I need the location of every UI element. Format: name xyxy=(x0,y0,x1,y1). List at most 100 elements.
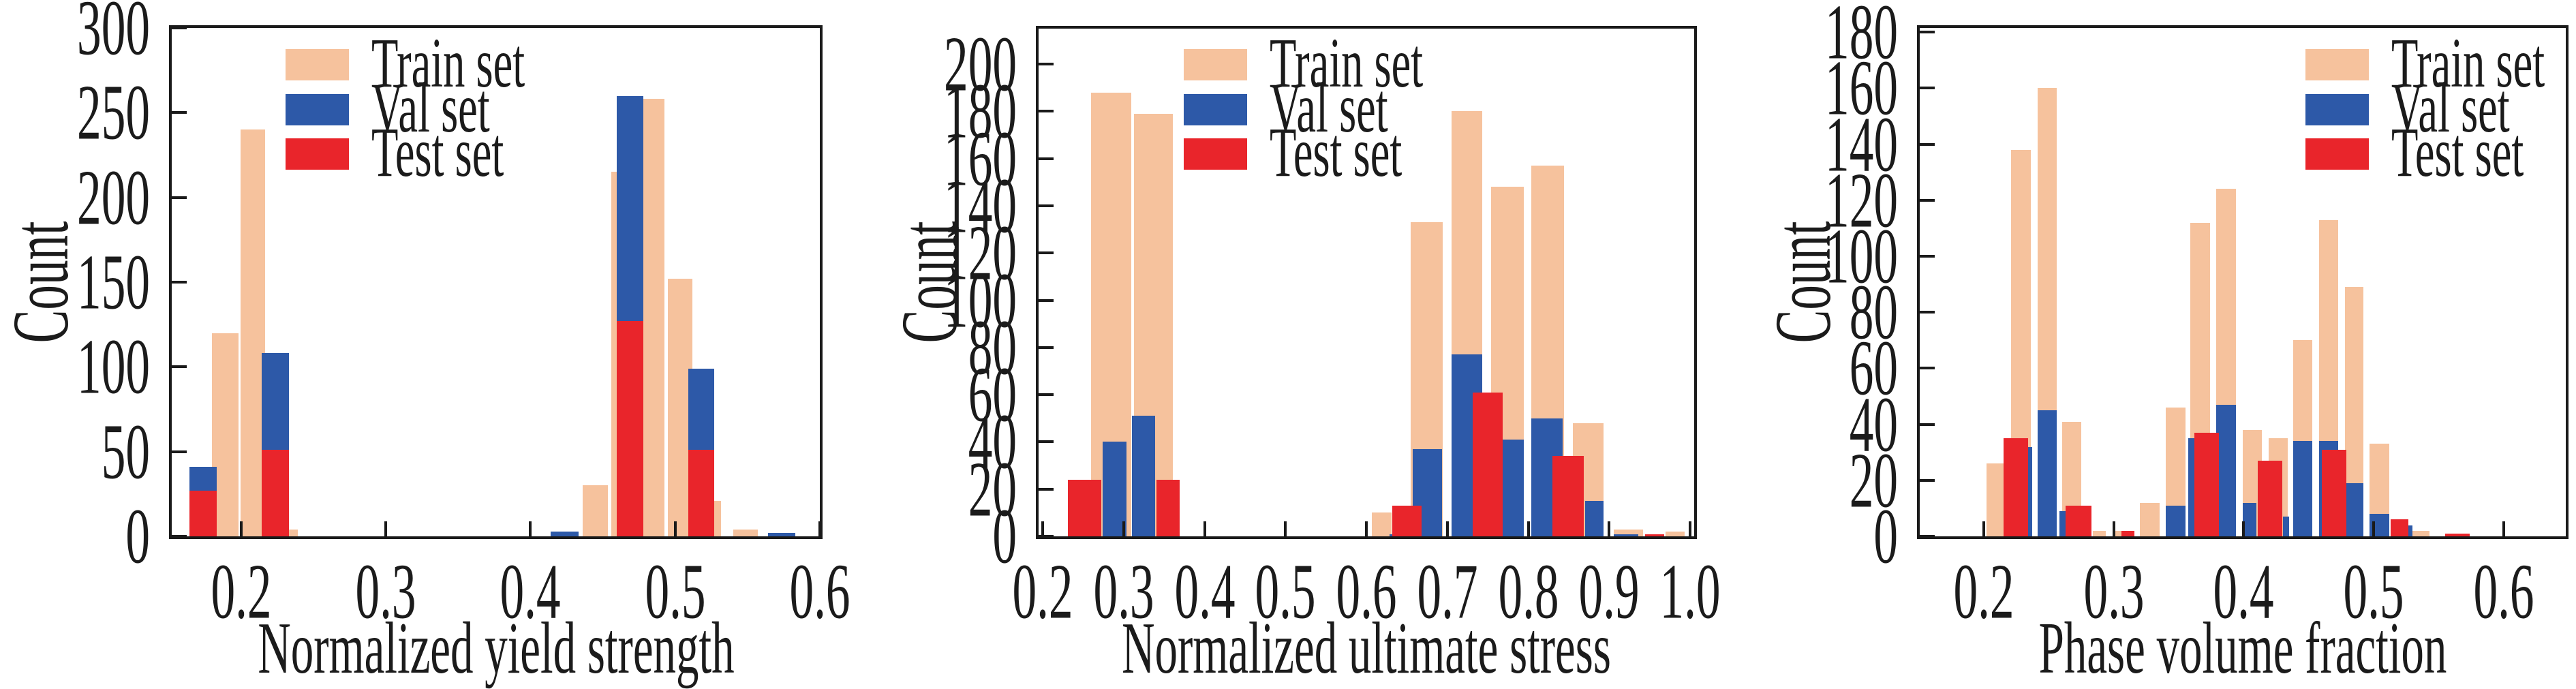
histogram-bar-train xyxy=(2093,530,2106,536)
x-tick-label: 0.6 xyxy=(1336,548,1397,635)
x-tick-label: 0.5 xyxy=(1255,548,1316,635)
histogram-bar-val xyxy=(767,533,796,536)
histogram-bar-train xyxy=(2410,530,2429,536)
histogram-bar-test xyxy=(2321,449,2346,536)
x-tick xyxy=(1608,521,1611,536)
histogram-bar-val xyxy=(2216,404,2236,536)
y-tick xyxy=(1039,346,1054,349)
y-tick-label: 200 xyxy=(77,154,150,241)
y-tick-label: 0 xyxy=(1873,493,1898,580)
y-tick xyxy=(1039,298,1054,302)
legend-label-test: Test set xyxy=(371,113,504,192)
histogram-bar-val xyxy=(1102,442,1126,536)
legend-label-train: Train set xyxy=(2391,24,2545,102)
histogram-bar-val xyxy=(2037,410,2057,536)
y-tick xyxy=(1920,31,1935,34)
histogram-bar-train xyxy=(1614,529,1644,536)
histogram-bar-test xyxy=(189,490,217,536)
y-tick-label: 60 xyxy=(1849,324,1898,412)
x-tick xyxy=(1527,521,1530,536)
x-tick xyxy=(1445,521,1449,536)
x-tick xyxy=(2112,521,2115,536)
y-tick-label: 0 xyxy=(125,493,150,580)
legend-swatch-val xyxy=(2305,94,2369,125)
legend-swatch-train xyxy=(286,49,349,80)
histogram-bar-test xyxy=(2121,530,2135,536)
y-tick-label: 200 xyxy=(944,20,1017,108)
plot-area xyxy=(1036,26,1697,539)
legend-label-val: Val set xyxy=(1270,69,1388,147)
legend-swatch-test xyxy=(286,138,349,170)
legend-swatch-test xyxy=(2305,138,2369,170)
x-tick-label: 0.9 xyxy=(1578,548,1640,635)
histogram-bar-train xyxy=(1666,532,1685,536)
y-tick xyxy=(1039,440,1054,444)
x-axis-title: Normalized yield strength xyxy=(257,608,735,689)
legend-swatch-train xyxy=(1184,49,1247,80)
y-tick xyxy=(1039,535,1054,536)
x-tick xyxy=(818,521,820,536)
y-tick-label: 180 xyxy=(944,67,1017,155)
x-tick xyxy=(1041,521,1044,536)
y-tick xyxy=(1920,367,1935,370)
x-tick-label: 0.2 xyxy=(211,548,272,635)
y-tick xyxy=(1920,198,1935,202)
histogram-bar-test xyxy=(261,450,290,536)
x-tick xyxy=(2372,521,2375,536)
y-tick-label: 100 xyxy=(944,257,1017,343)
legend-label-train: Train set xyxy=(371,24,525,102)
x-tick xyxy=(1122,521,1125,536)
legend-swatch-test xyxy=(1184,138,1247,170)
y-tick xyxy=(172,28,187,29)
y-tick-label: 250 xyxy=(77,69,150,156)
x-tick-label: 0.4 xyxy=(2213,548,2274,635)
y-tick xyxy=(172,281,187,284)
histogram-bar-train xyxy=(582,485,609,536)
y-tick-label: 60 xyxy=(968,351,1017,438)
y-tick-label: 300 xyxy=(77,0,150,72)
y-tick-label: 120 xyxy=(1825,157,1898,244)
histogram-bar-test xyxy=(688,450,715,536)
histogram-bar-val xyxy=(2282,517,2289,536)
histogram-bar-train xyxy=(639,99,664,536)
legend-label-val: Val set xyxy=(371,69,490,147)
y-tick-label: 150 xyxy=(77,239,150,326)
x-tick-label: 0.6 xyxy=(789,548,850,635)
histogram-bar-test xyxy=(1644,534,1665,536)
y-tick xyxy=(1039,63,1054,65)
y-tick-label: 140 xyxy=(944,162,1017,249)
histogram-bar-test xyxy=(2390,519,2409,536)
histogram-bar-val xyxy=(551,531,579,536)
legend-label-train: Train set xyxy=(1270,24,1424,102)
histogram-bar-test xyxy=(1156,479,1180,536)
histogram-bar-val xyxy=(2345,483,2363,536)
x-tick-label: 0.8 xyxy=(1497,548,1559,635)
y-tick-label: 160 xyxy=(944,115,1017,202)
y-tick-label: 80 xyxy=(968,304,1017,391)
x-axis-title: Phase volume fraction xyxy=(2038,608,2447,689)
x-tick xyxy=(1689,521,1692,536)
histogram-bar-train xyxy=(733,530,758,536)
histogram-bar-train xyxy=(2140,502,2160,536)
histogram-bar-test xyxy=(1067,479,1101,536)
y-tick-label: 160 xyxy=(1825,44,1898,132)
x-tick xyxy=(239,521,243,536)
histogram-bar-test xyxy=(1552,456,1584,536)
histogram-bar-test xyxy=(616,321,644,536)
x-tick-label: 0.5 xyxy=(2343,548,2404,635)
y-tick xyxy=(1039,393,1054,397)
histogram-bar-train xyxy=(240,129,265,536)
x-tick xyxy=(1203,521,1206,536)
y-tick-label: 40 xyxy=(968,398,1017,485)
histogram-bar-val xyxy=(1584,501,1604,536)
y-tick xyxy=(1039,110,1054,113)
y-tick-label: 100 xyxy=(1825,213,1898,300)
y-tick xyxy=(1920,311,1935,314)
x-tick-label: 0.3 xyxy=(355,548,416,635)
x-tick-label: 0.3 xyxy=(2083,548,2145,635)
y-tick xyxy=(172,196,187,199)
x-tick-label: 0.4 xyxy=(1174,548,1236,635)
x-tick xyxy=(2502,521,2505,536)
y-tick xyxy=(1920,423,1935,426)
